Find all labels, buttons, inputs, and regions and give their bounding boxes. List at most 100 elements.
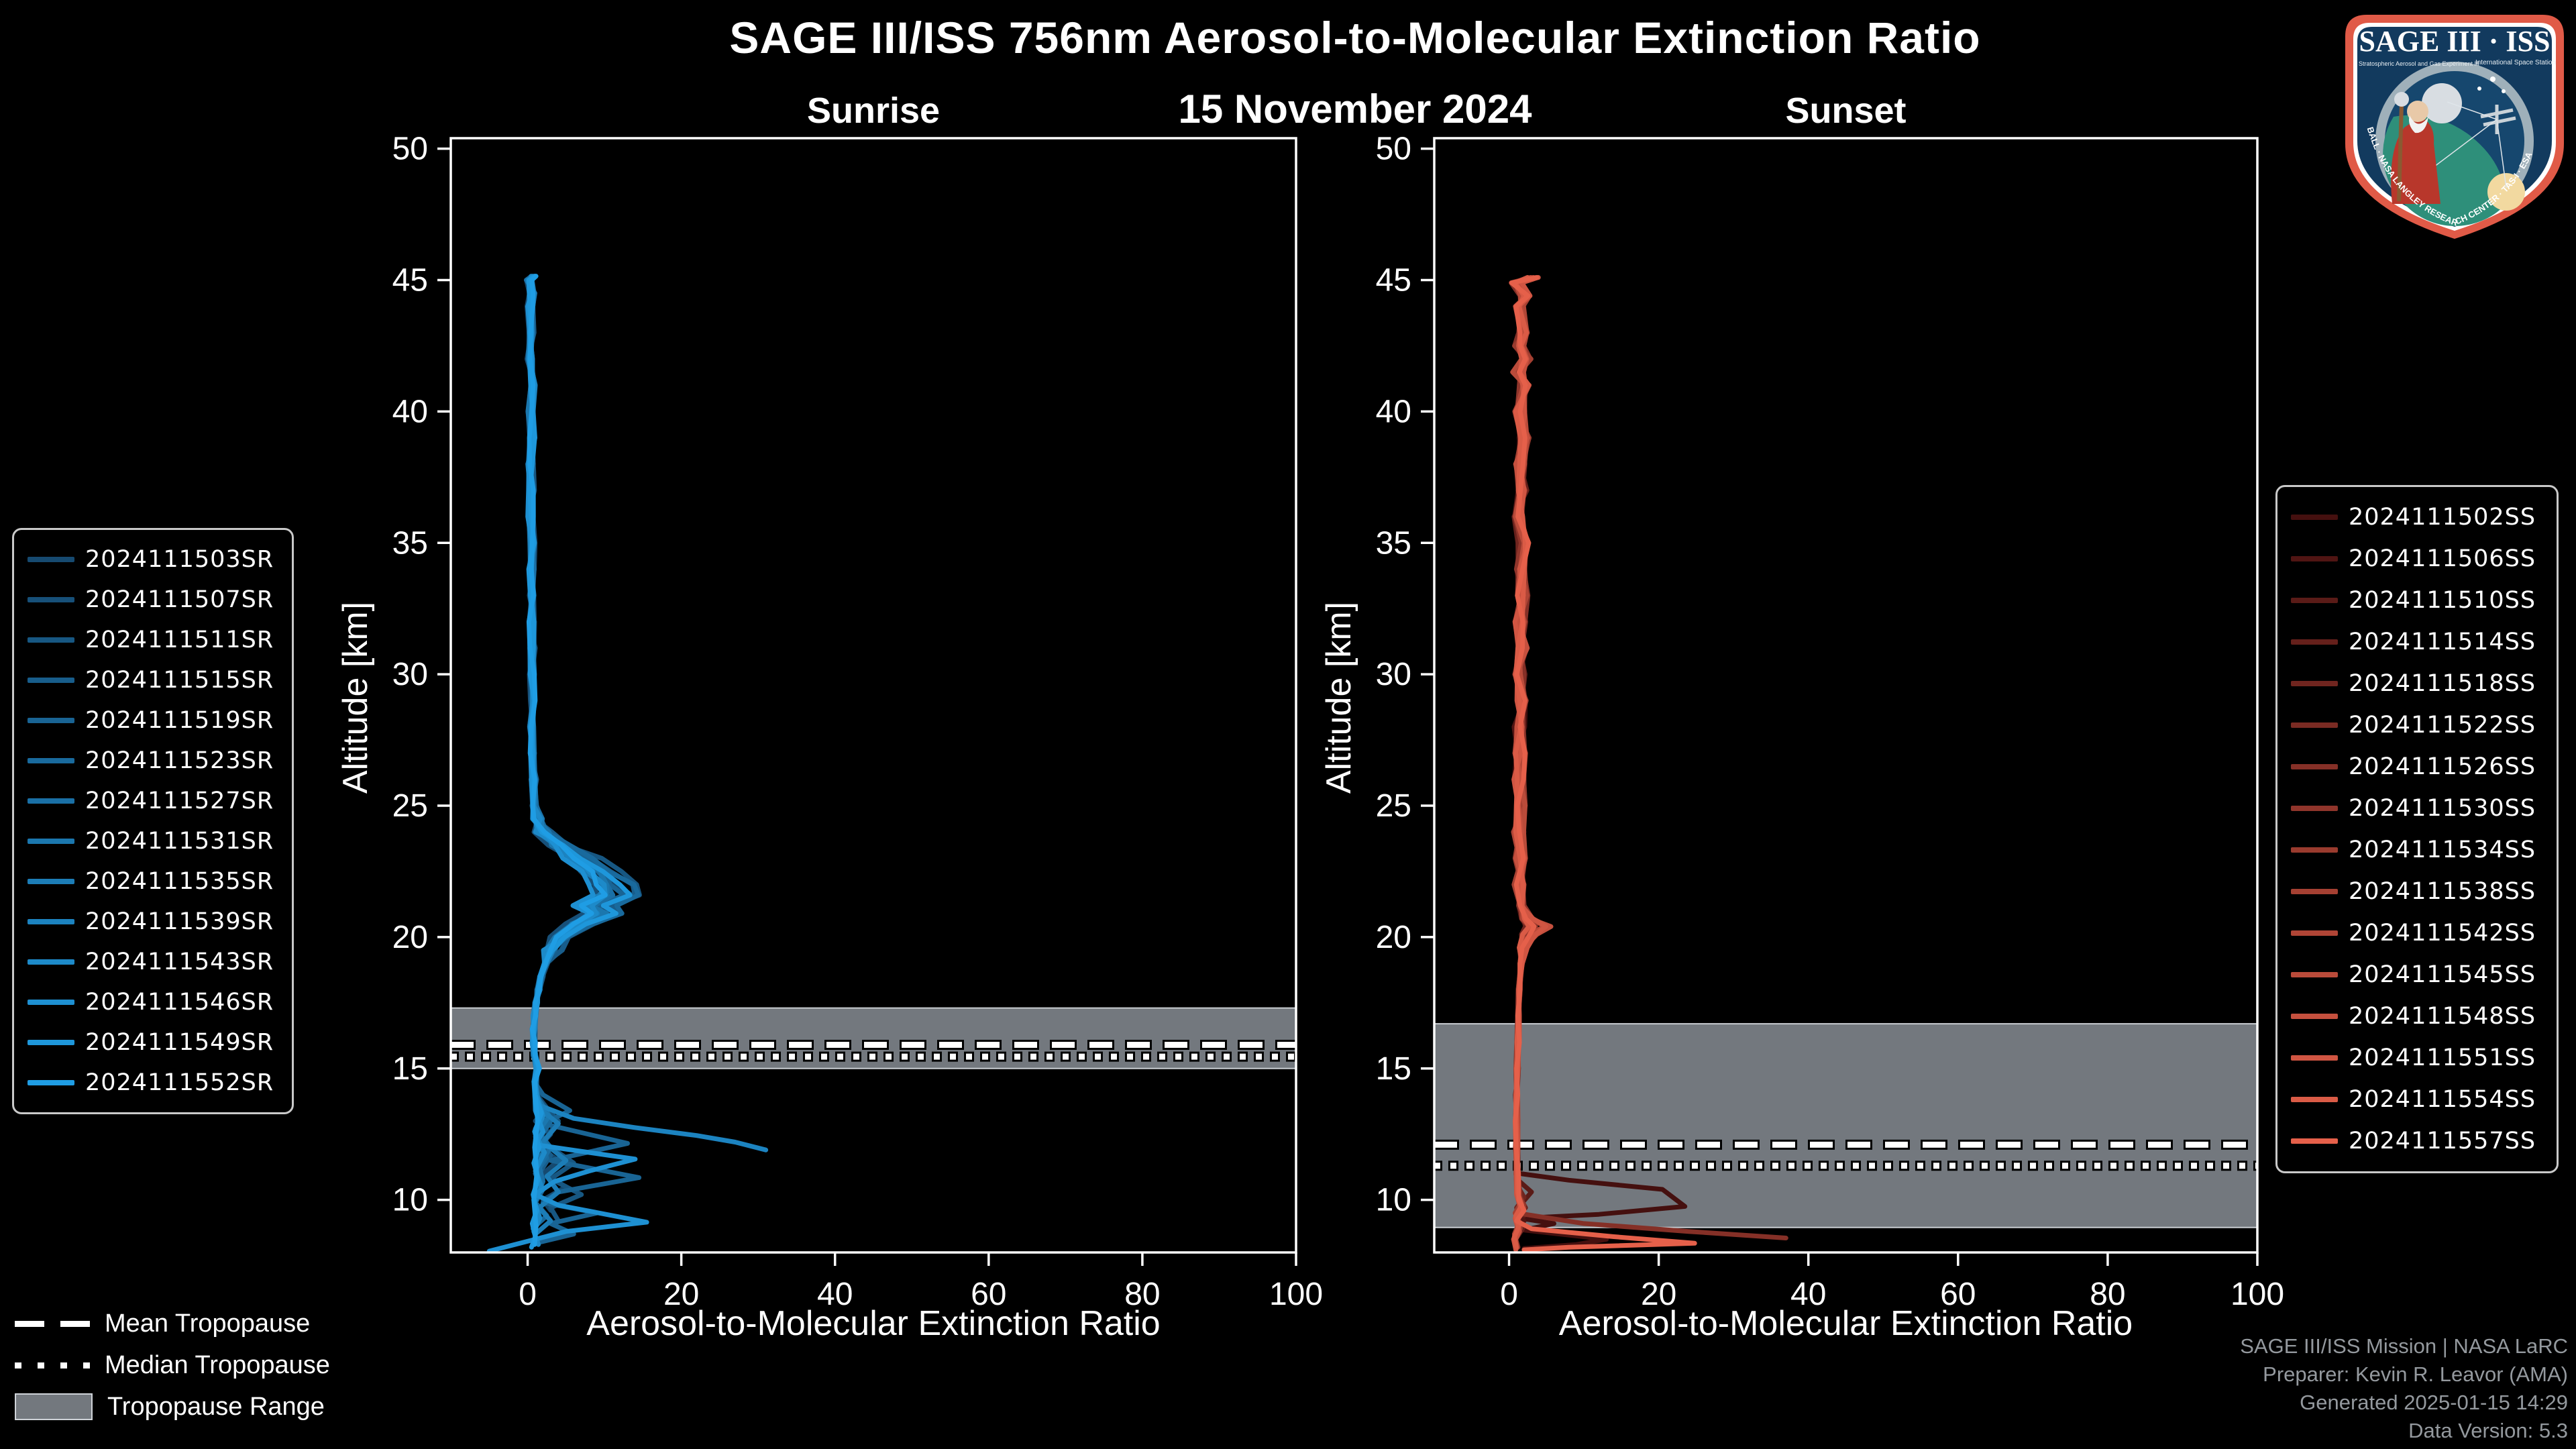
logo-moon <box>2422 83 2462 123</box>
median-tropopause-label: Median Tropopause <box>105 1350 330 1379</box>
legend-item: 2024111534SS <box>2284 829 2550 871</box>
footer-mission: SAGE III/ISS Mission | NASA LaRC <box>2240 1334 2568 1358</box>
mean-tropopause-legend-row: Mean Tropopause <box>15 1303 330 1344</box>
y-tick-label: 45 <box>392 263 428 299</box>
legend-line-icon <box>28 879 74 884</box>
x-tick-label: 20 <box>663 1277 699 1312</box>
page-title: SAGE III/ISS 756nm Aerosol-to-Molecular … <box>729 13 1981 62</box>
legend-item: 2024111538SS <box>2284 871 2550 912</box>
y-tick-label: 30 <box>392 657 428 692</box>
median-tropopause-legend-row: Median Tropopause <box>15 1344 330 1386</box>
legend-line-icon <box>28 798 74 804</box>
legend-item-label: 2024111526SS <box>2349 753 2536 780</box>
y-tick-label: 30 <box>1376 657 1411 692</box>
legend-item-label: 2024111527SR <box>85 788 274 814</box>
legend-item-label: 2024111535SR <box>85 868 274 895</box>
legend-item-label: 2024111514SS <box>2349 629 2536 655</box>
legend-item: 2024111535SR <box>21 861 285 902</box>
sunset-legend: 2024111502SS 2024111506SS 2024111510SS 2024… <box>2275 485 2559 1173</box>
legend-item-label: 2024111519SR <box>85 707 274 734</box>
legend-item-label: 2024111531SR <box>85 828 274 855</box>
footer-attribution: SAGE III/ISS Mission | NASA LaRC Prepare… <box>2240 1332 2568 1445</box>
legend-line-icon <box>2291 764 2338 769</box>
legend-item-label: 2024111510SS <box>2349 587 2536 614</box>
legend-line-icon <box>28 919 74 924</box>
x-tick-label: 80 <box>2090 1277 2125 1312</box>
legend-line-icon <box>2291 889 2338 894</box>
legend-line-icon <box>28 959 74 965</box>
profile-line-2024111557SS <box>1509 275 1697 1252</box>
legend-item-label: 2024111530SS <box>2349 795 2536 822</box>
legend-line-icon <box>28 839 74 844</box>
legend-item-label: 2024111551SS <box>2349 1044 2536 1071</box>
profile-line-2024111546SR <box>486 274 649 1254</box>
y-tick-label: 20 <box>392 920 428 955</box>
logo-title: SAGE III · ISS <box>2359 25 2551 58</box>
legend-item: 2024111542SS <box>2284 912 2550 954</box>
legend-item-label: 2024111543SR <box>85 949 274 975</box>
logo-subtitle-right: International Space Station <box>2475 59 2556 66</box>
sunrise-plot: 0 20 40 60 80 100 10 15 20 25 30 35 40 45 50 <box>392 131 1323 1312</box>
y-tick-label: 15 <box>392 1051 428 1087</box>
tropopause-range-label: Tropopause Range <box>107 1392 325 1421</box>
legend-item-label: 2024111549SR <box>85 1029 274 1056</box>
legend-item: 2024111510SS <box>2284 580 2550 621</box>
legend-item: 2024111531SR <box>21 821 285 861</box>
legend-line-icon <box>2291 1055 2338 1061</box>
tropopause-range-legend-row: Tropopause Range <box>15 1386 330 1428</box>
legend-item: 2024111549SR <box>21 1022 285 1063</box>
gray-band-icon <box>15 1393 93 1420</box>
legend-line-icon <box>2291 598 2338 603</box>
sunrise-y-axis-label: Altitude [km] <box>336 601 375 794</box>
date-subtitle: 15 November 2024 <box>1178 87 1532 131</box>
legend-line-icon <box>2291 1097 2338 1102</box>
legend-item-label: 2024111522SS <box>2349 712 2536 739</box>
legend-line-icon <box>2291 681 2338 686</box>
legend-item: 2024111502SS <box>2284 496 2550 538</box>
profile-line-2024111503SR <box>524 274 634 1213</box>
legend-line-icon <box>2291 806 2338 811</box>
y-tick-label: 35 <box>392 525 428 561</box>
profile-line-2024111523SR <box>525 274 641 1229</box>
legend-line-icon <box>28 597 74 602</box>
legend-item: 2024111551SS <box>2284 1037 2550 1079</box>
legend-item-label: 2024111545SS <box>2349 961 2536 988</box>
logo-subtitle-left: Stratospheric Aerosol and Gas Experiment… <box>2359 60 2479 67</box>
logo-figure <box>2391 92 2440 204</box>
legend-line-icon <box>2291 556 2338 561</box>
legend-line-icon <box>28 1040 74 1045</box>
legend-item-label: 2024111503SR <box>85 546 274 573</box>
plot-frame <box>1433 137 2259 1254</box>
profile-line-2024111519SR <box>525 274 642 1246</box>
sunrise-x-axis-label: Aerosol-to-Molecular Extinction Ratio <box>586 1304 1161 1343</box>
x-tick-label: 60 <box>1940 1277 1976 1312</box>
legend-line-icon <box>28 758 74 763</box>
legend-item: 2024111552SR <box>21 1063 285 1103</box>
legend-item: 2024111522SS <box>2284 704 2550 746</box>
legend-item: 2024111506SS <box>2284 538 2550 580</box>
legend-item: 2024111539SR <box>21 902 285 942</box>
legend-line-icon <box>28 1000 74 1005</box>
legend-line-icon <box>28 557 74 562</box>
legend-item: 2024111523SR <box>21 741 285 781</box>
mission-logo: SAGE III · ISS Stratospheric Aerosol and… <box>2345 15 2564 239</box>
sunrise-panel-title: Sunrise <box>806 91 941 131</box>
legend-item: 2024111503SR <box>21 539 285 580</box>
legend-line-icon <box>2291 972 2338 977</box>
logo-sun <box>2487 173 2525 211</box>
logo-stars <box>2477 76 2506 93</box>
x-tick-label: 100 <box>1269 1277 1323 1312</box>
legend-item-label: 2024111542SS <box>2349 920 2536 947</box>
legend-item: 2024111548SS <box>2284 996 2550 1037</box>
footer-version: Data Version: 5.3 <box>2408 1419 2568 1442</box>
legend-item: 2024111511SR <box>21 620 285 660</box>
legend-item-label: 2024111548SS <box>2349 1003 2536 1030</box>
legend-item-label: 2024111539SR <box>85 908 274 935</box>
profile-line-2024111511SR <box>526 274 642 1224</box>
sunrise-legend: 2024111503SR 2024111507SR 2024111511SR 2024… <box>12 528 294 1114</box>
x-tick-label: 80 <box>1124 1277 1160 1312</box>
legend-item-label: 2024111538SS <box>2349 878 2536 905</box>
legend-item: 2024111530SS <box>2284 788 2550 829</box>
